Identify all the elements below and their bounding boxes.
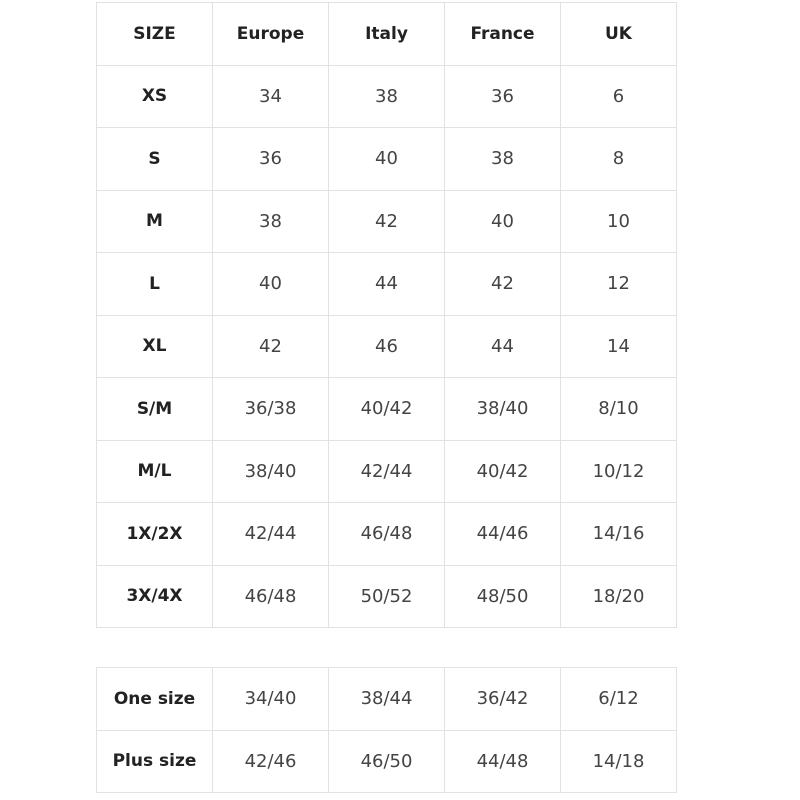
size-value-cell: 44/46 (444, 502, 561, 566)
size-value-cell: 6 (560, 64, 677, 128)
size-label-cell: One size (96, 667, 213, 731)
size-value-cell: 46/50 (328, 729, 445, 793)
table-row: 3X/4X 46/48 50/52 48/50 18/20 (96, 564, 677, 628)
size-value-cell: 42/44 (212, 502, 329, 566)
column-header: Europe (212, 2, 329, 66)
size-label-cell: M (96, 189, 213, 253)
size-value-cell: 36 (212, 127, 329, 191)
column-header: Italy (328, 2, 445, 66)
size-value-cell: 34/40 (212, 667, 329, 731)
size-value-cell: 38 (444, 127, 561, 191)
size-value-cell: 46/48 (328, 502, 445, 566)
table-row: 1X/2X 42/44 46/48 44/46 14/16 (96, 502, 677, 566)
size-value-cell: 44 (444, 314, 561, 378)
size-label-cell: 3X/4X (96, 564, 213, 628)
size-value-cell: 42 (444, 252, 561, 316)
size-value-cell: 14 (560, 314, 677, 378)
size-value-cell: 50/52 (328, 564, 445, 628)
size-value-cell: 18/20 (560, 564, 677, 628)
column-header: France (444, 2, 561, 66)
size-value-cell: 14/16 (560, 502, 677, 566)
size-value-cell: 38 (212, 189, 329, 253)
table-row: S 36 40 38 8 (96, 127, 677, 191)
size-label-cell: XS (96, 64, 213, 128)
size-value-cell: 36/42 (444, 667, 561, 731)
table-row: Plus size 42/46 46/50 44/48 14/18 (96, 729, 677, 793)
header-row: SIZE Europe Italy France UK (96, 2, 677, 66)
table-row: S/M 36/38 40/42 38/40 8/10 (96, 377, 677, 441)
size-label-cell: L (96, 252, 213, 316)
size-value-cell: 48/50 (444, 564, 561, 628)
size-value-cell: 38/40 (212, 439, 329, 503)
table-row: L 40 44 42 12 (96, 252, 677, 316)
size-value-cell: 42 (212, 314, 329, 378)
table-row: XL 42 46 44 14 (96, 314, 677, 378)
size-value-cell: 40 (444, 189, 561, 253)
size-value-cell: 40 (328, 127, 445, 191)
size-value-cell: 10 (560, 189, 677, 253)
size-value-cell: 44/48 (444, 729, 561, 793)
size-value-cell: 40/42 (328, 377, 445, 441)
size-label-cell: XL (96, 314, 213, 378)
size-value-cell: 38 (328, 64, 445, 128)
size-value-cell: 8/10 (560, 377, 677, 441)
column-header: SIZE (96, 2, 213, 66)
size-value-cell: 38/40 (444, 377, 561, 441)
size-value-cell: 6/12 (560, 667, 677, 731)
size-value-cell: 42/44 (328, 439, 445, 503)
size-value-cell: 14/18 (560, 729, 677, 793)
size-value-cell: 40 (212, 252, 329, 316)
size-conversion-table: SIZE Europe Italy France UK XS 34 38 36 6 S 36 40 38 8… (96, 2, 677, 628)
size-value-cell: 34 (212, 64, 329, 128)
size-label-cell: M/L (96, 439, 213, 503)
size-label-cell: S (96, 127, 213, 191)
table-row: XS 34 38 36 6 (96, 64, 677, 128)
size-label-cell: Plus size (96, 729, 213, 793)
column-header: UK (560, 2, 677, 66)
size-value-cell: 36 (444, 64, 561, 128)
size-value-cell: 44 (328, 252, 445, 316)
size-value-cell: 42/46 (212, 729, 329, 793)
size-label-cell: 1X/2X (96, 502, 213, 566)
table-row: One size 34/40 38/44 36/42 6/12 (96, 667, 677, 731)
size-label-cell: S/M (96, 377, 213, 441)
size-value-cell: 38/44 (328, 667, 445, 731)
size-value-cell: 36/38 (212, 377, 329, 441)
table-row: M 38 42 40 10 (96, 189, 677, 253)
size-value-cell: 42 (328, 189, 445, 253)
size-value-cell: 10/12 (560, 439, 677, 503)
size-value-cell: 46 (328, 314, 445, 378)
size-value-cell: 46/48 (212, 564, 329, 628)
size-value-cell: 12 (560, 252, 677, 316)
size-value-cell: 8 (560, 127, 677, 191)
size-value-cell: 40/42 (444, 439, 561, 503)
table-row: M/L 38/40 42/44 40/42 10/12 (96, 439, 677, 503)
special-size-table: One size 34/40 38/44 36/42 6/12 Plus size 42/4… (96, 667, 677, 793)
